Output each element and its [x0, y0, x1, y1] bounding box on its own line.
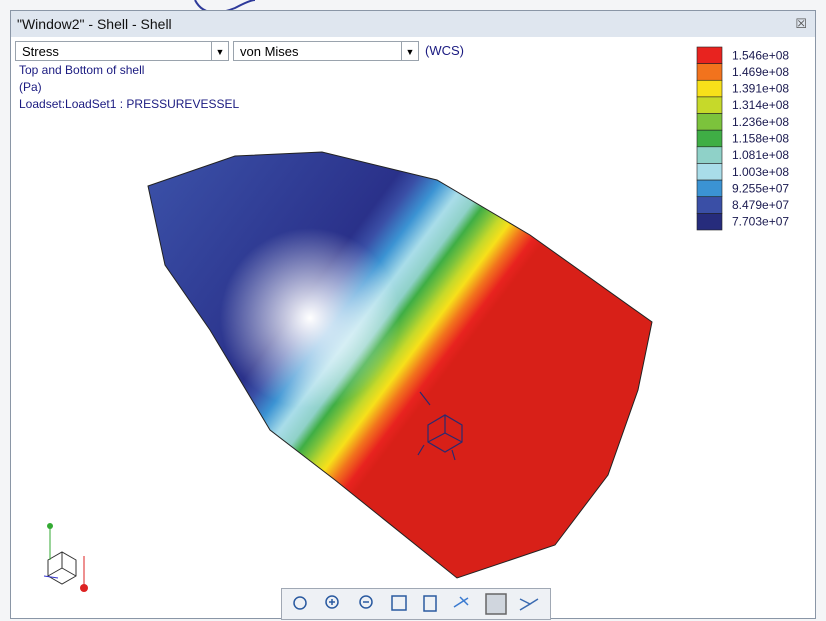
- legend-label: 1.158e+08: [732, 132, 789, 146]
- legend-label: 1.081e+08: [732, 148, 789, 162]
- view-toolbar: [281, 588, 551, 620]
- spin-center[interactable]: [519, 598, 539, 611]
- legend-label: 1.391e+08: [732, 82, 789, 96]
- legend-swatch: [696, 63, 723, 81]
- legend-swatch: [696, 79, 723, 98]
- legend-swatch: [696, 196, 723, 214]
- refit[interactable]: [391, 595, 407, 611]
- legend-label: 9.255e+07: [732, 181, 789, 195]
- window-title: "Window2" - Shell - Shell: [17, 16, 172, 32]
- stress-fringe: [148, 152, 652, 578]
- component-value: von Mises: [240, 44, 299, 59]
- legend-swatch: [696, 213, 723, 231]
- toolbar-icons: [293, 593, 539, 615]
- display-style[interactable]: [485, 593, 507, 615]
- close-button[interactable]: ☒: [795, 16, 807, 31]
- component-select[interactable]: von Mises ▼: [233, 41, 419, 61]
- legend-label: 1.469e+08: [732, 65, 789, 79]
- legend-swatch: [696, 179, 723, 198]
- location-label: Top and Bottom of shell: [19, 63, 145, 77]
- legend-swatch: [696, 163, 723, 181]
- title-bar: "Window2" - Shell - Shell ☒: [11, 11, 815, 37]
- orient[interactable]: [453, 596, 469, 608]
- legend-swatch: [696, 146, 723, 164]
- zoom-out[interactable]: [359, 595, 373, 609]
- zoom-in[interactable]: [325, 595, 339, 609]
- units-label: (Pa): [19, 80, 42, 94]
- quantity-select[interactable]: Stress ▼: [15, 41, 229, 61]
- legend-label: 7.703e+07: [732, 215, 789, 229]
- views[interactable]: [423, 595, 437, 612]
- csys-marker: [417, 391, 463, 461]
- legend-swatch: [696, 46, 723, 64]
- zoom-fit[interactable]: [293, 596, 307, 610]
- legend-label: 8.479e+07: [732, 198, 789, 212]
- legend-swatch: [696, 113, 723, 131]
- shell-outline: [147, 151, 653, 579]
- loadset-label: Loadset:LoadSet1 : PRESSUREVESSEL: [19, 97, 240, 111]
- legend-swatch: [696, 129, 723, 148]
- quantity-value: Stress: [22, 44, 59, 59]
- legend-label: 1.546e+08: [732, 48, 789, 62]
- view-triad: [43, 523, 88, 592]
- legend-label: 1.236e+08: [732, 115, 789, 129]
- legend-label: 1.314e+08: [732, 98, 789, 112]
- legend: 1.546e+08 1.469e+08 1.391e+08 1.314e+08 1.23…: [696, 46, 789, 231]
- frame-label: (WCS): [425, 43, 464, 58]
- legend-label: 1.003e+08: [732, 165, 789, 179]
- legend-swatch: [696, 96, 723, 114]
